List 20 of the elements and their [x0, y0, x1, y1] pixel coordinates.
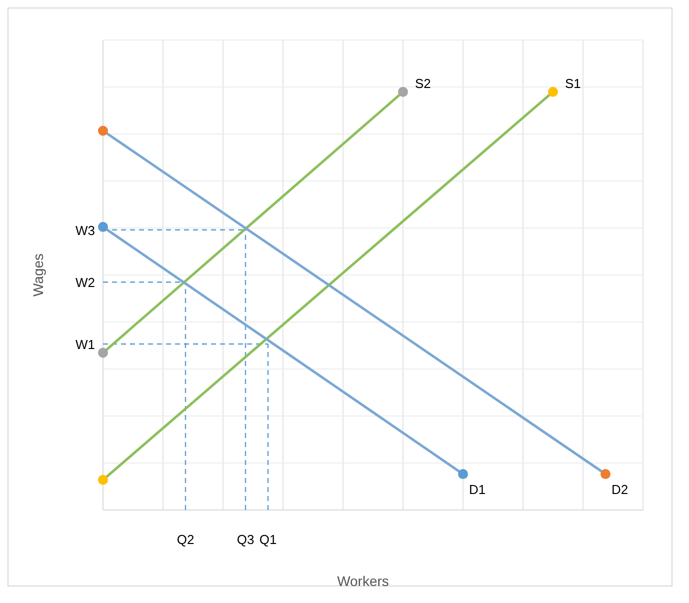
point — [98, 222, 108, 232]
x-tick-label: Q2 — [176, 532, 194, 547]
x-tick-label: Q3 — [236, 532, 254, 547]
point — [458, 469, 468, 480]
series-label: S1 — [565, 76, 581, 91]
point — [98, 348, 108, 358]
series-label: D1 — [469, 482, 486, 498]
series-label: S2 — [415, 76, 431, 91]
y-axis-title: Wages — [30, 253, 46, 297]
point — [600, 469, 610, 480]
ref-line-label: W3 — [76, 222, 95, 238]
point — [98, 126, 108, 136]
x-axis-title: Workers — [337, 573, 389, 589]
point — [98, 474, 108, 485]
series-label: D2 — [612, 482, 628, 498]
x-tick-label: Q1 — [259, 532, 277, 547]
ref-line-label: W1 — [76, 336, 95, 352]
ref-line-label: W2 — [76, 275, 95, 290]
point — [548, 86, 558, 97]
point — [398, 86, 408, 97]
